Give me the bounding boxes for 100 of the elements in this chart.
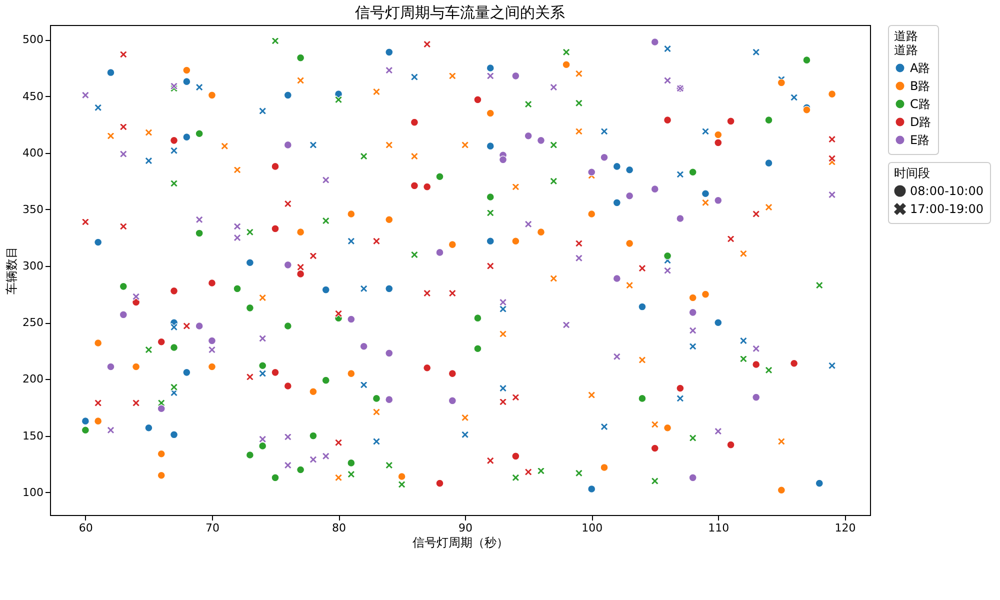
point (562, 48, 570, 56)
point (94, 398, 102, 407)
point (271, 474, 280, 482)
point (170, 286, 178, 295)
point (588, 484, 596, 493)
point (195, 216, 204, 224)
legend-title: 道路 (894, 29, 918, 43)
point (372, 408, 380, 416)
y-tick-label: 300 (22, 260, 44, 273)
point (588, 210, 596, 218)
point (119, 310, 128, 319)
point (157, 450, 166, 458)
point (284, 322, 292, 330)
point (182, 78, 191, 86)
y-tick-label: 350 (22, 202, 44, 216)
point (499, 298, 508, 306)
point (410, 152, 418, 160)
point (119, 122, 128, 131)
point (322, 216, 330, 225)
point (688, 326, 697, 335)
point (182, 322, 191, 330)
point (322, 376, 330, 384)
point (347, 210, 356, 218)
point (258, 370, 267, 378)
point (486, 456, 494, 465)
point (347, 315, 356, 324)
point (550, 83, 558, 92)
point (423, 40, 432, 48)
legend-label: C路 (910, 97, 930, 111)
point (828, 135, 836, 144)
point (410, 182, 418, 190)
x-tick-label: 100 (582, 522, 603, 534)
point (347, 370, 356, 378)
point (385, 349, 394, 358)
point (499, 305, 508, 314)
point (385, 284, 394, 293)
point (385, 48, 394, 56)
point (562, 320, 570, 329)
point (106, 68, 115, 77)
point (574, 254, 583, 262)
point (347, 458, 356, 467)
point (385, 461, 394, 470)
point (132, 362, 140, 371)
point (195, 130, 204, 138)
point (777, 486, 786, 494)
point (258, 294, 267, 302)
point (574, 127, 583, 136)
point (233, 284, 242, 293)
point (524, 100, 532, 108)
point (246, 304, 254, 312)
point (638, 302, 646, 311)
legend-label: B路 (910, 79, 930, 93)
point (612, 198, 621, 207)
point (524, 220, 532, 228)
point (119, 150, 128, 158)
point (271, 368, 280, 376)
point (726, 117, 735, 126)
point (726, 234, 735, 243)
point (739, 250, 748, 258)
point (220, 142, 229, 150)
y-tick-label: 100 (22, 486, 44, 499)
chart-title: 信号灯周期与车流量之间的关系 (355, 4, 565, 22)
point (499, 384, 508, 392)
point (448, 370, 456, 378)
point (372, 237, 380, 246)
point (626, 166, 634, 174)
point (448, 240, 456, 249)
point (233, 166, 242, 174)
point (612, 274, 621, 282)
point (436, 248, 444, 256)
point (714, 196, 722, 204)
point (588, 391, 596, 400)
point (296, 466, 305, 474)
point (664, 116, 672, 124)
point (726, 440, 735, 449)
point (157, 471, 166, 480)
point (612, 352, 621, 361)
point (410, 118, 418, 126)
point (284, 200, 292, 208)
point (296, 76, 305, 84)
point (81, 91, 90, 100)
point (208, 362, 216, 371)
point (157, 338, 166, 346)
point (512, 237, 520, 246)
point (626, 192, 634, 200)
point (322, 286, 330, 294)
point (372, 88, 380, 96)
point (714, 130, 722, 139)
point (664, 252, 672, 260)
y-axis-title: 车辆数目 (4, 246, 19, 294)
point (486, 193, 494, 202)
text: 17:00-19:00 (910, 202, 984, 216)
point (815, 281, 824, 290)
y-tick-label: 450 (22, 90, 44, 103)
point (182, 368, 191, 376)
y-tick-label: 400 (22, 146, 44, 160)
point (106, 362, 115, 371)
point (562, 60, 570, 69)
point (309, 388, 318, 396)
point (676, 384, 684, 392)
